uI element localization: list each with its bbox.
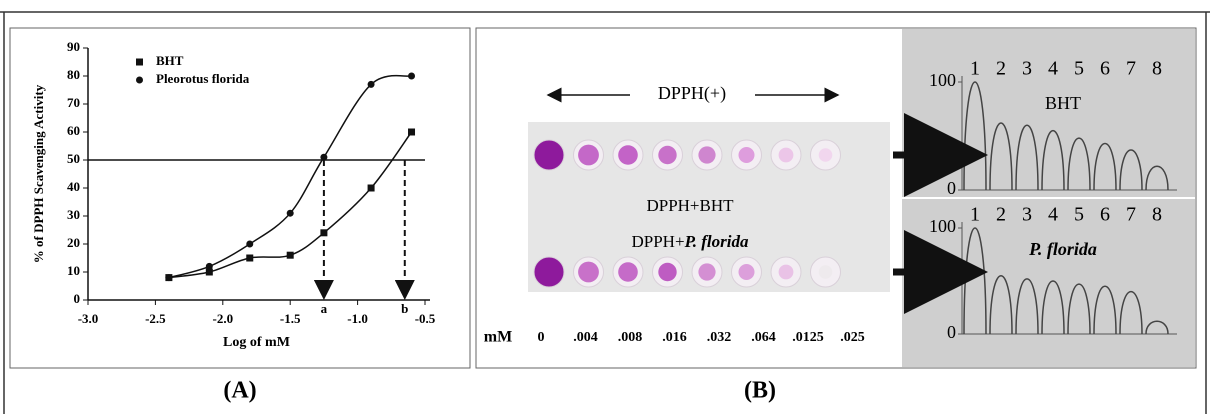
peak-number: 1 bbox=[970, 204, 980, 226]
well bbox=[534, 140, 564, 170]
panel-label: (A) bbox=[223, 378, 256, 404]
well-dye bbox=[698, 263, 715, 280]
point bbox=[246, 255, 253, 262]
peak-number: 4 bbox=[1048, 204, 1058, 226]
peak-number: 7 bbox=[1126, 58, 1136, 80]
point bbox=[287, 252, 294, 259]
arrow-label: DPPH(+) bbox=[658, 83, 726, 104]
marker-label: a bbox=[321, 301, 328, 316]
well-dye bbox=[739, 264, 755, 280]
x-tick-label: -1.0 bbox=[347, 311, 368, 326]
y-tick-label: 60 bbox=[67, 123, 80, 138]
y-tick-label: 10 bbox=[67, 263, 80, 278]
unit-label: mM bbox=[484, 329, 512, 346]
peak-number: 8 bbox=[1152, 204, 1162, 226]
well-dye bbox=[819, 148, 833, 162]
well-dye bbox=[618, 262, 638, 282]
figure: (A) (B) 0102030405060708090-3.0-2.5-2.0-… bbox=[0, 0, 1210, 414]
row-label: DPPH+BHT bbox=[646, 196, 734, 215]
well-dye bbox=[779, 148, 794, 163]
peak-number: 4 bbox=[1048, 58, 1058, 80]
concentration: .0125 bbox=[792, 330, 824, 345]
y-tick-label: 50 bbox=[67, 151, 80, 166]
x-tick-label: -2.5 bbox=[145, 311, 166, 326]
peak-number: 1 bbox=[970, 58, 980, 80]
well-dye bbox=[739, 147, 755, 163]
x-axis-label: Log of mM bbox=[223, 335, 290, 350]
page: (A) (B) 0102030405060708090-3.0-2.5-2.0-… bbox=[0, 0, 1210, 414]
panel-label: (B) bbox=[744, 378, 776, 404]
concentration: .064 bbox=[751, 330, 776, 345]
well bbox=[534, 257, 564, 287]
well-dye bbox=[698, 146, 715, 163]
point bbox=[320, 229, 327, 236]
well-dye bbox=[658, 263, 676, 281]
well-dye bbox=[819, 265, 833, 279]
legend-label: Pleorotus florida bbox=[156, 71, 250, 86]
x-tick-label: -2.0 bbox=[213, 311, 234, 326]
row-label-part: P. florida bbox=[684, 232, 749, 251]
concentration: .032 bbox=[707, 330, 732, 345]
x-tick-label: -1.5 bbox=[280, 311, 301, 326]
legend-marker bbox=[136, 77, 143, 84]
peak-number: 2 bbox=[996, 58, 1006, 80]
point bbox=[368, 185, 375, 192]
peak-number: 5 bbox=[1074, 58, 1084, 80]
well-dye bbox=[779, 265, 794, 280]
y-tick-label: 0 bbox=[74, 291, 81, 306]
peak-title: BHT bbox=[1045, 93, 1081, 113]
peak-tick-label: 100 bbox=[929, 70, 956, 90]
peak-title: P. florida bbox=[1028, 239, 1097, 259]
concentration: .025 bbox=[840, 330, 865, 345]
concentration: 0 bbox=[538, 330, 545, 345]
well-dye bbox=[578, 262, 599, 283]
peak-tick-label: 100 bbox=[929, 216, 956, 236]
point bbox=[408, 73, 415, 80]
point bbox=[408, 129, 415, 136]
peak-number: 3 bbox=[1022, 204, 1032, 226]
peak-number: 6 bbox=[1100, 204, 1110, 226]
point bbox=[206, 263, 213, 270]
peak-number: 8 bbox=[1152, 58, 1162, 80]
point bbox=[368, 81, 375, 88]
y-tick-label: 80 bbox=[67, 67, 80, 82]
y-tick-label: 30 bbox=[67, 207, 80, 222]
row-label: DPPH+P. florida bbox=[632, 232, 749, 251]
legend-label: BHT bbox=[156, 53, 184, 68]
concentration: .004 bbox=[573, 330, 598, 345]
y-axis-label: % of DPPH Scavenging Activity bbox=[31, 84, 46, 263]
well-dye bbox=[618, 145, 638, 165]
well-dye bbox=[658, 146, 676, 164]
row-label-part: DPPH+ bbox=[632, 232, 685, 251]
peak-number: 2 bbox=[996, 204, 1006, 226]
well-dye bbox=[578, 145, 599, 166]
marker-label: b bbox=[401, 301, 408, 316]
row-label-part: DPPH+BHT bbox=[646, 196, 734, 215]
y-tick-label: 70 bbox=[67, 95, 80, 110]
peak-number: 6 bbox=[1100, 58, 1110, 80]
point bbox=[320, 154, 327, 161]
peak-number: 5 bbox=[1074, 204, 1084, 226]
peak-tick-label: 0 bbox=[947, 178, 956, 198]
y-tick-label: 20 bbox=[67, 235, 80, 250]
peak-number: 7 bbox=[1126, 204, 1136, 226]
point bbox=[165, 274, 172, 281]
point bbox=[246, 241, 253, 248]
point bbox=[287, 210, 294, 217]
y-tick-label: 90 bbox=[67, 39, 80, 54]
legend-marker bbox=[136, 59, 143, 66]
y-tick-label: 40 bbox=[67, 179, 80, 194]
concentration: .016 bbox=[662, 330, 687, 345]
x-tick-label: -0.5 bbox=[415, 311, 436, 326]
peak-number: 3 bbox=[1022, 58, 1032, 80]
x-tick-label: -3.0 bbox=[78, 311, 99, 326]
concentration: .008 bbox=[618, 330, 643, 345]
peak-tick-label: 0 bbox=[947, 322, 956, 342]
